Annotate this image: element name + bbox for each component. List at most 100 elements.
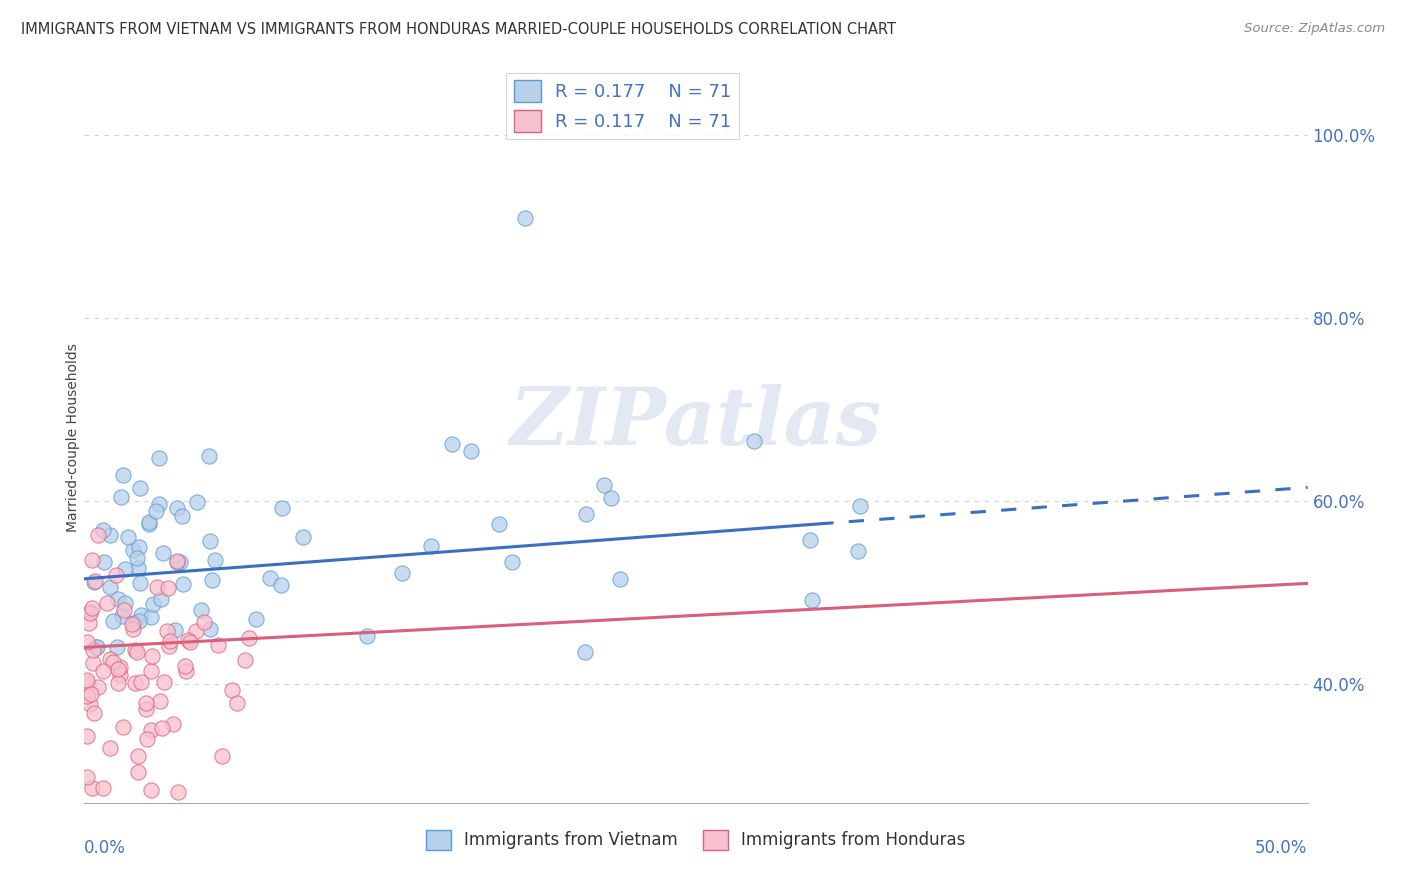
Point	[104, 568, 127, 582]
Point	[799, 533, 821, 547]
Point	[114, 562, 136, 576]
Point	[207, 639, 229, 653]
Point	[98, 741, 121, 756]
Point	[270, 501, 292, 516]
Point	[172, 577, 194, 591]
Point	[162, 717, 184, 731]
Point	[141, 648, 163, 663]
Point	[101, 614, 124, 628]
Point	[193, 615, 215, 629]
Point	[80, 553, 103, 567]
Point	[204, 553, 226, 567]
Point	[238, 631, 260, 645]
Point	[186, 624, 208, 638]
Point	[79, 605, 101, 619]
Text: Source: ZipAtlas.com: Source: ZipAtlas.com	[1244, 22, 1385, 36]
Point	[79, 606, 101, 620]
Point	[270, 578, 292, 592]
Point	[157, 639, 180, 653]
Point	[148, 497, 170, 511]
Point	[127, 749, 149, 764]
Point	[114, 596, 136, 610]
Point	[87, 528, 110, 542]
Point	[139, 783, 162, 797]
Point	[170, 508, 193, 523]
Point	[163, 623, 186, 637]
Point	[111, 720, 134, 734]
Point	[742, 434, 765, 448]
Legend: Immigrants from Vietnam, Immigrants from Honduras: Immigrants from Vietnam, Immigrants from…	[419, 823, 973, 856]
Point	[127, 764, 149, 779]
Point	[98, 580, 121, 594]
Point	[600, 491, 623, 506]
Point	[201, 573, 224, 587]
Point	[149, 694, 172, 708]
Text: IMMIGRANTS FROM VIETNAM VS IMMIGRANTS FROM HONDURAS MARRIED-COUPLE HOUSEHOLDS CO: IMMIGRANTS FROM VIETNAM VS IMMIGRANTS FR…	[21, 22, 896, 37]
Point	[593, 478, 616, 492]
Point	[609, 572, 631, 586]
Point	[129, 607, 152, 622]
Point	[159, 634, 181, 648]
Point	[91, 780, 114, 795]
Point	[128, 614, 150, 628]
Point	[107, 676, 129, 690]
Point	[103, 656, 125, 670]
Text: 0.0%: 0.0%	[84, 839, 127, 857]
Text: ZIPatlas: ZIPatlas	[510, 384, 882, 461]
Point	[121, 616, 143, 631]
Point	[131, 675, 153, 690]
Point	[198, 533, 221, 548]
Point	[76, 771, 98, 785]
Point	[112, 603, 135, 617]
Point	[82, 780, 104, 795]
Point	[152, 546, 174, 560]
Point	[87, 680, 110, 694]
Point	[79, 615, 101, 630]
Point	[575, 507, 598, 521]
Point	[141, 664, 163, 678]
Point	[83, 706, 105, 720]
Point	[122, 542, 145, 557]
Point	[440, 437, 463, 451]
Point	[96, 596, 118, 610]
Point	[122, 615, 145, 630]
Point	[135, 731, 157, 746]
Point	[150, 591, 173, 606]
Point	[356, 629, 378, 643]
Point	[174, 658, 197, 673]
Point	[176, 665, 198, 679]
Point	[166, 554, 188, 568]
Point	[128, 481, 150, 495]
Point	[190, 602, 212, 616]
Point	[135, 696, 157, 710]
Point	[110, 490, 132, 504]
Point	[83, 574, 105, 589]
Point	[150, 721, 173, 735]
Point	[76, 729, 98, 743]
Point	[125, 645, 148, 659]
Point	[129, 576, 152, 591]
Point	[460, 444, 482, 458]
Point	[146, 580, 169, 594]
Point	[108, 668, 131, 682]
Point	[211, 749, 233, 764]
Point	[135, 702, 157, 716]
Point	[167, 784, 190, 798]
Point	[156, 624, 179, 638]
Point	[76, 673, 98, 687]
Point	[76, 675, 98, 690]
Point	[82, 656, 104, 670]
Point	[91, 664, 114, 678]
Point	[111, 608, 134, 623]
Point	[513, 211, 536, 225]
Point	[186, 495, 208, 509]
Point	[197, 449, 219, 463]
Point	[148, 450, 170, 465]
Point	[179, 635, 201, 649]
Point	[156, 582, 179, 596]
Text: 50.0%: 50.0%	[1256, 839, 1308, 857]
Point	[108, 660, 131, 674]
Point	[98, 652, 121, 666]
Point	[846, 544, 869, 558]
Point	[574, 645, 596, 659]
